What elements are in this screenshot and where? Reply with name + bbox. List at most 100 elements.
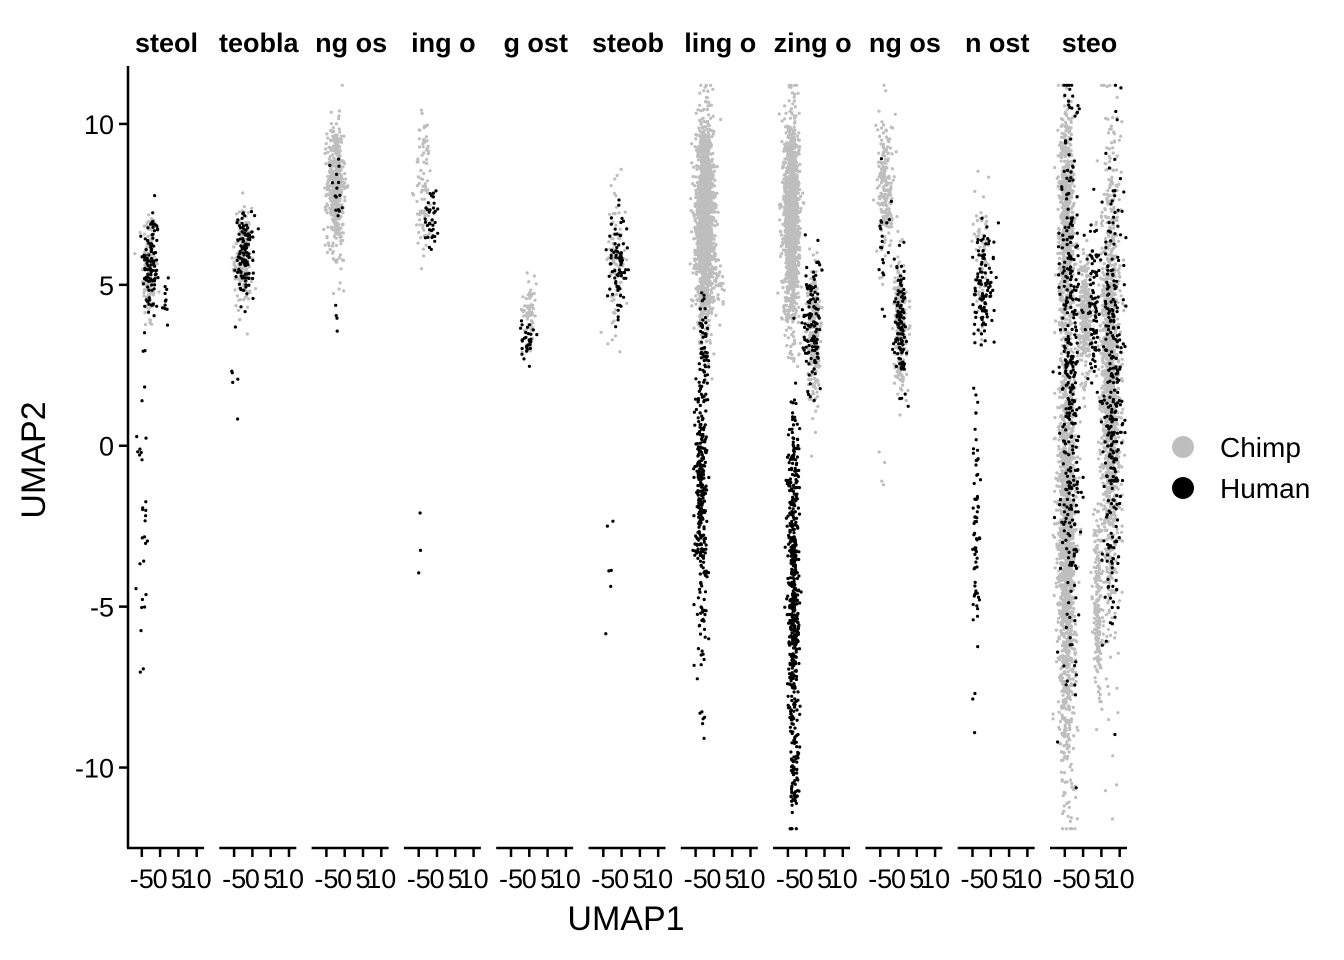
data-point-human — [702, 597, 706, 602]
data-point-chimp — [339, 235, 343, 239]
data-point-human — [239, 226, 243, 230]
data-point-human — [247, 252, 251, 256]
data-point-chimp — [233, 277, 237, 281]
data-point-human — [154, 269, 158, 273]
data-point-human — [233, 325, 237, 329]
data-point-human — [242, 288, 246, 292]
data-point-chimp — [704, 239, 708, 243]
data-point-human — [256, 227, 260, 231]
data-point-chimp — [523, 304, 527, 308]
data-point-chimp — [798, 209, 803, 214]
data-point-chimp — [337, 140, 341, 144]
data-point-human — [704, 321, 708, 325]
facet-points — [776, 83, 824, 831]
data-point-chimp — [715, 273, 719, 277]
data-point-chimp — [792, 137, 797, 141]
data-point-human — [692, 603, 696, 607]
data-point-human — [609, 216, 614, 220]
data-point-human — [246, 237, 250, 241]
data-point-human — [146, 239, 150, 243]
x-axis: -50 510 — [403, 846, 489, 894]
data-point-chimp — [781, 286, 785, 290]
data-point-human — [336, 208, 341, 212]
data-point-chimp — [712, 298, 716, 303]
data-point-human — [703, 551, 707, 555]
data-point-human — [244, 228, 248, 232]
data-point-chimp — [783, 224, 787, 228]
data-point-chimp — [711, 165, 715, 169]
data-point-human — [144, 508, 148, 512]
data-point-chimp — [689, 298, 694, 302]
data-point-chimp — [706, 296, 710, 300]
data-point-human — [705, 373, 710, 377]
data-point-chimp — [419, 236, 423, 240]
data-point-human — [247, 276, 251, 280]
data-point-human — [625, 246, 629, 250]
data-point-human — [436, 231, 440, 235]
data-point-chimp — [710, 206, 714, 210]
data-point-human — [155, 304, 159, 308]
data-point-human — [701, 318, 705, 322]
data-point-chimp — [703, 147, 707, 151]
data-point-human — [605, 524, 610, 528]
data-point-human — [425, 223, 429, 228]
data-point-chimp — [420, 111, 424, 116]
data-point-chimp — [797, 352, 801, 356]
data-point-human — [246, 226, 250, 230]
facet-title: ng os — [315, 28, 387, 58]
data-point-chimp — [703, 247, 708, 251]
data-point-chimp — [708, 249, 713, 253]
data-point-human — [330, 181, 334, 185]
data-point-chimp — [797, 305, 801, 309]
data-point-chimp — [333, 258, 337, 262]
data-point-chimp — [524, 297, 528, 301]
data-point-chimp — [796, 91, 800, 95]
data-point-human — [699, 653, 703, 657]
data-point-chimp — [417, 137, 421, 141]
data-point-chimp — [331, 249, 335, 254]
data-point-chimp — [708, 201, 712, 206]
data-point-chimp — [690, 230, 694, 234]
data-point-chimp — [416, 175, 420, 179]
data-point-chimp — [322, 227, 326, 232]
data-point-human — [525, 325, 530, 329]
data-point-chimp — [796, 247, 801, 251]
x-tick-label: -5 — [222, 864, 246, 894]
data-point-chimp — [342, 134, 346, 138]
data-point-human — [696, 484, 700, 488]
data-point-human — [145, 300, 150, 304]
data-point-chimp — [786, 355, 790, 360]
data-point-human — [699, 433, 703, 437]
data-point-human — [614, 281, 618, 285]
data-point-chimp — [425, 190, 429, 195]
data-point-human — [335, 172, 339, 176]
data-point-chimp — [783, 333, 787, 337]
data-point-chimp — [791, 308, 795, 313]
data-point-chimp — [691, 211, 695, 215]
data-point-human — [619, 274, 623, 278]
data-point-chimp — [417, 128, 421, 132]
data-point-chimp — [688, 262, 692, 266]
data-point-chimp — [699, 210, 703, 214]
data-point-human — [703, 423, 707, 427]
data-point-human — [163, 299, 167, 303]
data-point-human — [703, 509, 708, 513]
data-point-human — [243, 310, 247, 314]
data-point-chimp — [711, 295, 716, 299]
data-point-human — [617, 198, 621, 202]
data-point-chimp — [692, 237, 696, 241]
data-point-chimp — [337, 232, 341, 236]
data-point-chimp — [612, 191, 617, 196]
data-point-human — [152, 229, 157, 233]
data-point-human — [609, 584, 613, 589]
data-point-chimp — [780, 119, 784, 123]
data-point-human — [704, 350, 708, 354]
data-point-human — [151, 268, 155, 272]
x-tick-label: 10 — [459, 864, 489, 894]
data-point-chimp — [796, 320, 801, 325]
facet-points — [133, 194, 170, 674]
data-point-chimp — [698, 265, 702, 269]
data-point-chimp — [705, 224, 709, 228]
data-point-chimp — [787, 285, 791, 289]
